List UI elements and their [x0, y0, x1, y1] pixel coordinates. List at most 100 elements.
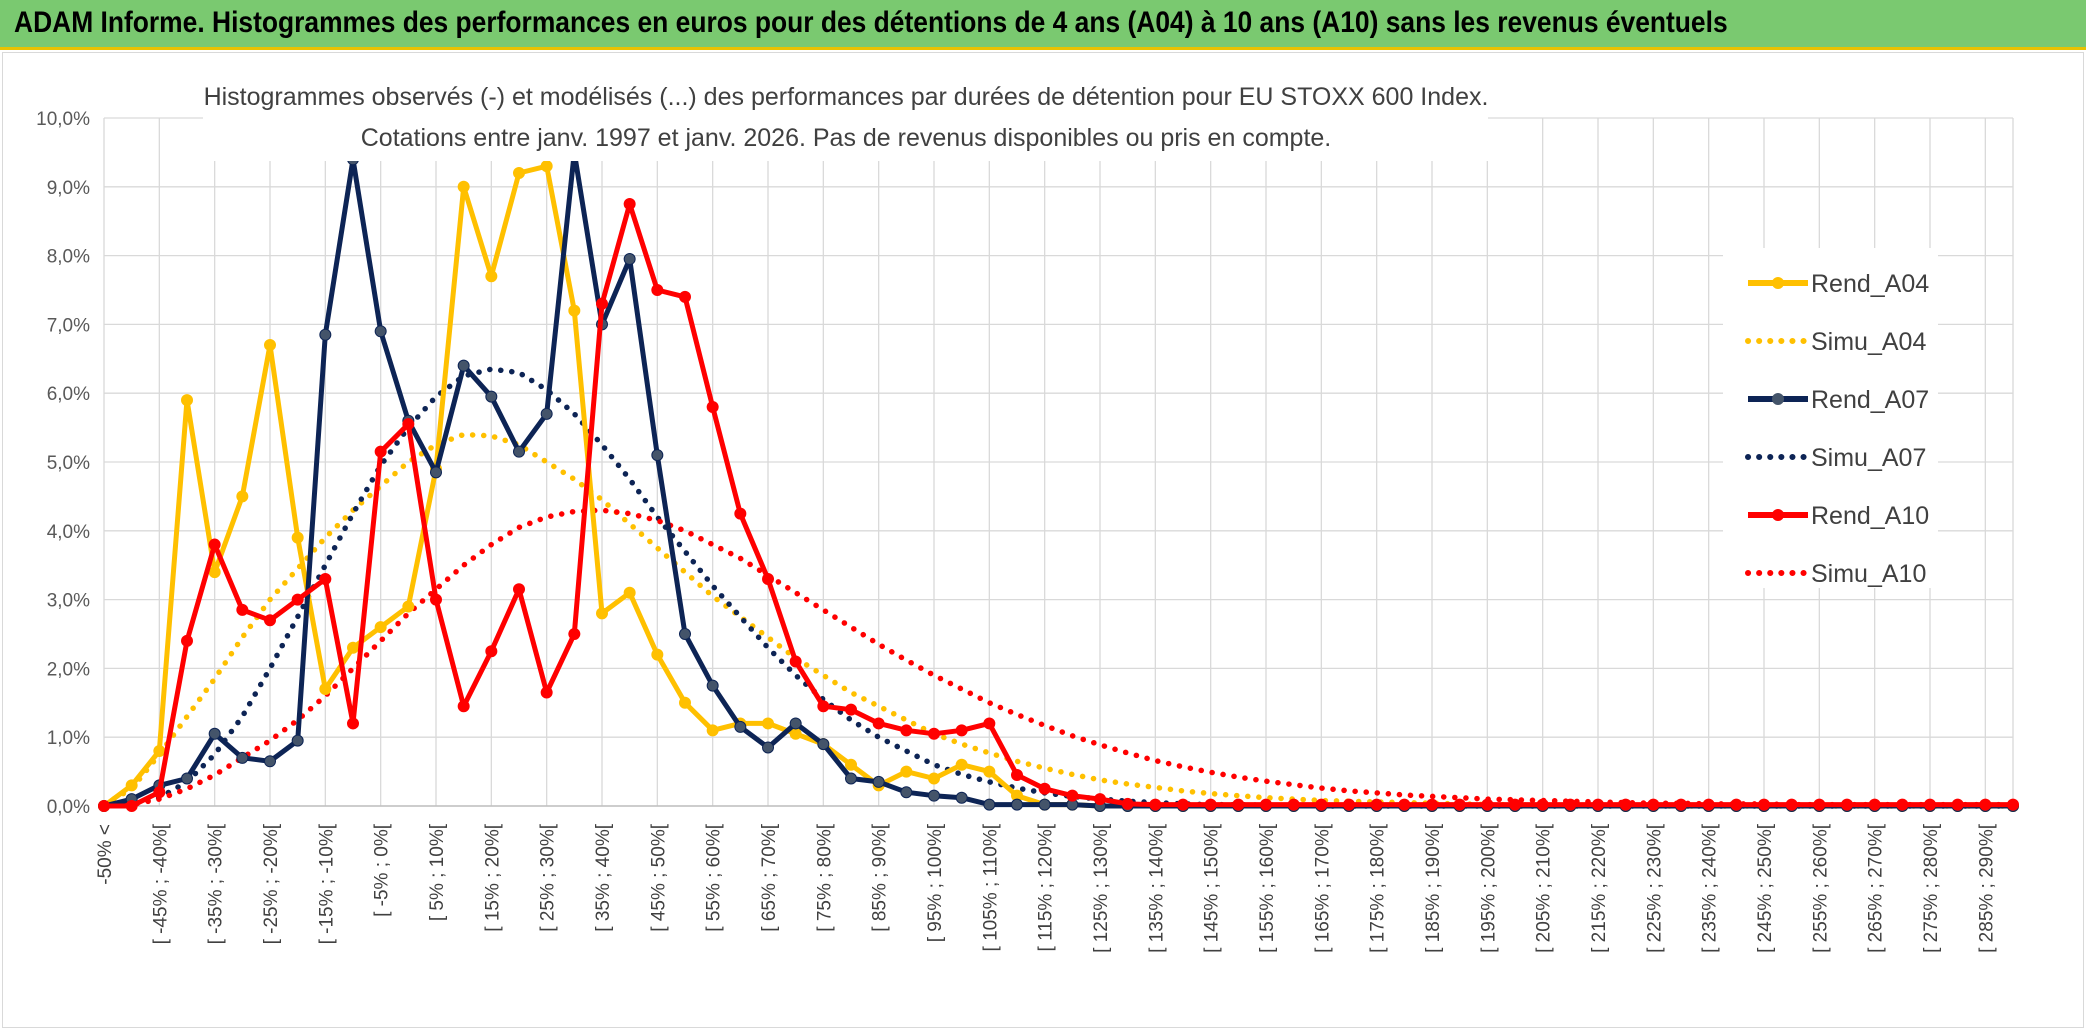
data-point-rend-a07	[374, 325, 387, 338]
legend-item-rend-a10: Rend_A10	[1748, 502, 1929, 530]
data-point-rend-a10	[928, 727, 940, 740]
data-point-rend-a10	[1011, 769, 1023, 782]
data-point-rend-a10	[1426, 798, 1438, 811]
data-point-rend-a10	[1813, 798, 1826, 811]
legend-item-rend-a04: Rend_A04	[1748, 270, 1929, 298]
data-point-rend-a04	[623, 586, 636, 599]
x-tick-label: [ 235% ; 240%[	[1700, 823, 1721, 953]
data-point-rend-a10	[540, 686, 553, 699]
x-tick-label: [ -15% ; -10%[	[316, 823, 337, 944]
chart-title-block: Histogrammes observés (-) et modélisés (…	[203, 73, 1488, 161]
data-point-rend-a10	[1232, 798, 1245, 811]
data-point-rend-a10	[430, 593, 442, 606]
banner: ADAM Informe. Histogrammes des performan…	[0, 0, 2086, 50]
x-tick-label: [ 85% ; 90%[	[870, 823, 891, 931]
data-point-rend-a07	[789, 717, 802, 730]
data-point-rend-a10	[153, 786, 166, 799]
y-tick-label: 8,0%	[47, 247, 90, 268]
data-point-rend-a07	[1011, 798, 1023, 811]
data-point-rend-a04	[125, 779, 138, 792]
x-tick-label: [ 35% ; 40%[	[593, 823, 614, 931]
data-point-rend-a07	[706, 679, 719, 692]
data-point-rend-a07	[983, 798, 996, 811]
x-tick-label: [ 275% ; 280%[	[1921, 823, 1942, 953]
data-point-rend-a10	[623, 198, 636, 210]
data-point-rend-a10	[374, 445, 387, 458]
data-point-rend-a04	[845, 758, 857, 771]
legend-item-rend-a07: Rend_A07	[1748, 386, 1929, 414]
series-simu-a04	[101, 431, 2016, 809]
data-point-rend-a10	[679, 290, 691, 303]
data-point-rend-a10	[1647, 798, 1660, 811]
x-tick-label: [ 285% ; 290%[	[1976, 823, 1997, 953]
banner-title: ADAM Informe. Histogrammes des performan…	[14, 6, 1728, 39]
data-point-rend-a04	[983, 765, 996, 778]
data-point-rend-a10	[734, 507, 747, 520]
data-point-rend-a04	[900, 765, 913, 778]
data-point-rend-a04	[928, 772, 940, 785]
data-point-rend-a10	[1979, 798, 1992, 811]
y-tick-label: 5,0%	[47, 453, 90, 474]
data-point-rend-a10	[319, 572, 332, 585]
data-point-rend-a10	[1785, 798, 1798, 811]
data-point-rend-a10	[1619, 798, 1632, 811]
data-point-rend-a10	[983, 717, 996, 730]
data-point-rend-a10	[1453, 798, 1466, 811]
data-point-rend-a10	[872, 717, 885, 730]
data-point-rend-a04	[596, 607, 608, 620]
data-point-rend-a04	[319, 683, 332, 696]
data-point-rend-a10	[1315, 798, 1328, 811]
x-tick-label: [ 205% ; 210%[	[1534, 823, 1555, 953]
chart-subtitle: Cotations entre janv. 1997 et janv. 2026…	[361, 124, 1332, 152]
legend-item-simu-a10: Simu_A10	[1745, 560, 1926, 588]
data-point-rend-a10	[651, 284, 664, 296]
x-tick-label: [ 105% ; 110%[	[980, 823, 1001, 951]
x-tick-label: [ 175% ; 180%[	[1368, 823, 1389, 953]
data-point-rend-a04	[540, 160, 553, 173]
data-point-rend-a10	[1536, 798, 1549, 811]
data-point-rend-a10	[1758, 798, 1770, 811]
data-point-rend-a04	[762, 717, 774, 730]
series-line-rend-a10	[104, 201, 2013, 809]
data-point-rend-a04	[568, 304, 581, 317]
legend-background	[1723, 248, 1938, 588]
data-point-rend-a07	[319, 328, 332, 341]
data-point-rend-a10	[264, 614, 276, 627]
data-point-rend-a10	[1121, 797, 1134, 810]
chart-title: Histogrammes observés (-) et modélisés (…	[204, 83, 1489, 111]
x-tick-label: -50% <	[95, 824, 116, 885]
series-layer	[98, 146, 2019, 812]
data-point-rend-a10	[181, 634, 193, 647]
x-tick-label: [ 65% ; 70%[	[759, 823, 780, 931]
data-point-rend-a10	[1038, 782, 1051, 795]
series-line-simu-a04	[101, 431, 2016, 809]
data-point-rend-a10	[955, 724, 968, 737]
data-point-rend-a07	[513, 445, 525, 458]
data-point-rend-a10	[457, 700, 470, 713]
y-tick-label: 2,0%	[47, 659, 90, 680]
data-point-rend-a07	[264, 755, 276, 768]
x-tick-label: [ 215% ; 220%[	[1589, 823, 1610, 953]
y-tick-label: 1,0%	[47, 728, 90, 749]
y-tick-label: 0,0%	[47, 797, 90, 818]
data-point-rend-a10	[1868, 798, 1881, 811]
legend-label: Rend_A07	[1811, 386, 1929, 414]
legend-label: Simu_A10	[1811, 560, 1926, 588]
data-point-rend-a07	[485, 390, 498, 403]
data-point-rend-a07	[540, 407, 553, 420]
legend: Rend_A04 Simu_A04 Rend_A07 Simu_A07 Rend_A10…	[1723, 248, 1938, 588]
series-rend-a10	[98, 198, 2019, 812]
data-point-rend-a07	[734, 720, 747, 733]
x-tick-label: [ 155% ; 160%[	[1257, 823, 1278, 953]
y-tick-label: 9,0%	[47, 178, 90, 199]
data-point-rend-a07	[291, 734, 304, 747]
data-point-rend-a04	[291, 531, 304, 544]
data-point-rend-a04	[374, 621, 387, 634]
title-background	[203, 73, 1488, 161]
series-simu-a10	[101, 507, 2016, 809]
data-point-rend-a07	[762, 741, 774, 754]
data-point-rend-a07	[236, 751, 249, 764]
data-point-rend-a10	[568, 628, 581, 640]
data-point-rend-a07	[457, 359, 470, 372]
data-point-rend-a10	[291, 593, 304, 606]
